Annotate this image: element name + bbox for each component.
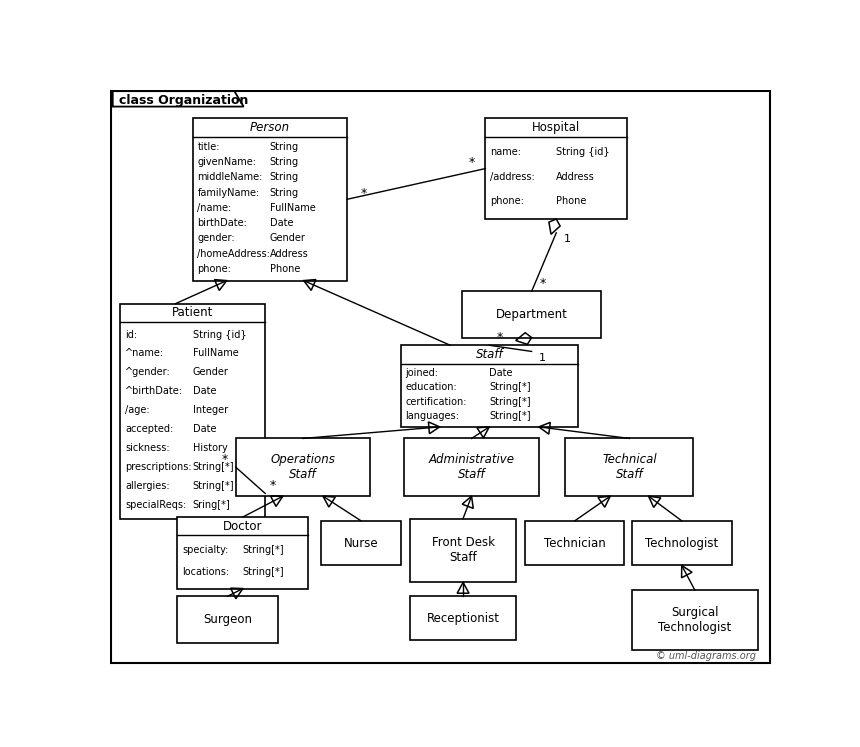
Text: Phone: Phone <box>556 196 587 206</box>
Text: FullName: FullName <box>193 348 238 359</box>
Text: String[*]: String[*] <box>193 481 235 491</box>
Text: 1: 1 <box>563 234 570 244</box>
Text: givenName:: givenName: <box>198 157 256 167</box>
Text: languages:: languages: <box>405 411 459 421</box>
Text: © uml-diagrams.org: © uml-diagrams.org <box>656 651 757 660</box>
Text: phone:: phone: <box>490 196 524 206</box>
Text: Surgeon: Surgeon <box>203 613 252 626</box>
Bar <box>566 438 693 496</box>
Text: ^name:: ^name: <box>125 348 164 359</box>
Text: *: * <box>360 187 367 199</box>
Text: /address:: /address: <box>490 172 535 182</box>
Text: String[*]: String[*] <box>243 545 285 555</box>
Text: *: * <box>539 277 545 290</box>
Bar <box>177 517 309 589</box>
Text: /name:: /name: <box>198 203 231 213</box>
Text: specialty:: specialty: <box>182 545 229 555</box>
Text: accepted:: accepted: <box>125 424 174 434</box>
Bar <box>120 304 265 519</box>
Text: prescriptions:: prescriptions: <box>125 462 192 472</box>
Bar <box>410 518 516 583</box>
Bar <box>236 438 370 496</box>
Text: Address: Address <box>556 172 595 182</box>
Text: id:: id: <box>125 329 138 339</box>
Text: Integer: Integer <box>193 406 228 415</box>
Text: Gender: Gender <box>193 368 229 377</box>
Text: Technician: Technician <box>544 536 605 550</box>
Text: Date: Date <box>193 424 217 434</box>
Text: Phone: Phone <box>270 264 300 274</box>
Bar <box>177 596 278 642</box>
Text: Date: Date <box>193 386 217 397</box>
Bar <box>525 521 624 565</box>
Text: /homeAddress:: /homeAddress: <box>198 249 270 258</box>
Text: /age:: /age: <box>125 406 150 415</box>
Text: Date: Date <box>270 218 293 228</box>
Text: String[*]: String[*] <box>193 462 235 472</box>
Bar <box>410 596 516 640</box>
Bar <box>632 590 758 650</box>
Text: *: * <box>270 480 276 492</box>
Text: History: History <box>193 443 228 453</box>
Text: education:: education: <box>405 382 457 392</box>
Text: birthDate:: birthDate: <box>198 218 248 228</box>
Text: Staff: Staff <box>476 348 503 361</box>
Bar <box>632 521 732 565</box>
Text: Hospital: Hospital <box>532 121 581 134</box>
Text: Gender: Gender <box>270 234 305 244</box>
Text: *: * <box>469 156 475 169</box>
Text: Nurse: Nurse <box>344 536 378 550</box>
Text: Date: Date <box>489 368 513 378</box>
Text: 1: 1 <box>539 353 546 362</box>
Text: name:: name: <box>490 147 521 158</box>
Text: String {id}: String {id} <box>556 147 610 158</box>
Text: joined:: joined: <box>405 368 439 378</box>
Polygon shape <box>113 91 243 107</box>
Text: allergies:: allergies: <box>125 481 169 491</box>
Text: Address: Address <box>270 249 309 258</box>
Text: gender:: gender: <box>198 234 235 244</box>
Text: *: * <box>497 331 503 344</box>
Text: ^gender:: ^gender: <box>125 368 171 377</box>
Text: locations:: locations: <box>182 567 229 577</box>
Text: Receptionist: Receptionist <box>427 612 500 624</box>
Text: String[*]: String[*] <box>489 411 531 421</box>
Bar <box>485 118 627 219</box>
Text: String: String <box>270 187 299 197</box>
Text: Surgical
Technologist: Surgical Technologist <box>658 606 732 634</box>
Text: String[*]: String[*] <box>243 567 285 577</box>
Text: familyName:: familyName: <box>198 187 260 197</box>
Text: middleName:: middleName: <box>198 173 263 182</box>
Bar <box>463 291 601 338</box>
Text: String[*]: String[*] <box>489 382 531 392</box>
Text: title:: title: <box>198 142 220 152</box>
Text: Technologist: Technologist <box>645 536 718 550</box>
Text: Technical
Staff: Technical Staff <box>602 453 657 481</box>
Text: Department: Department <box>495 308 568 321</box>
Text: *: * <box>222 453 228 466</box>
Text: Operations
Staff: Operations Staff <box>271 453 335 481</box>
Bar <box>401 345 578 427</box>
Text: ^birthDate:: ^birthDate: <box>125 386 183 397</box>
Text: specialReqs:: specialReqs: <box>125 500 187 510</box>
Text: FullName: FullName <box>270 203 316 213</box>
Text: String: String <box>270 173 299 182</box>
Text: Sring[*]: Sring[*] <box>193 500 230 510</box>
Bar <box>404 438 539 496</box>
Text: String[*]: String[*] <box>489 397 531 407</box>
Text: sickness:: sickness: <box>125 443 169 453</box>
Text: Person: Person <box>249 121 290 134</box>
Text: Patient: Patient <box>172 306 213 320</box>
Text: Front Desk
Staff: Front Desk Staff <box>432 536 494 565</box>
Text: String: String <box>270 157 299 167</box>
Text: Administrative
Staff: Administrative Staff <box>428 453 514 481</box>
Text: String {id}: String {id} <box>193 329 247 339</box>
Text: class Organization: class Organization <box>119 94 249 107</box>
Bar <box>322 521 401 565</box>
Text: Doctor: Doctor <box>223 520 262 533</box>
Text: certification:: certification: <box>405 397 467 407</box>
Text: String: String <box>270 142 299 152</box>
Bar <box>193 118 347 281</box>
Text: phone:: phone: <box>198 264 231 274</box>
